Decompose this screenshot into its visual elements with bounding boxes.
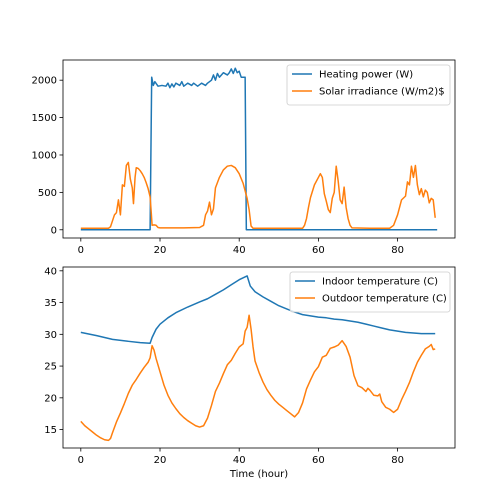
y-tick-label: 500	[38, 188, 57, 199]
x-tick-label: 0	[78, 455, 84, 466]
axes-frame	[62, 59, 456, 239]
axes-frame	[62, 266, 456, 449]
x-tick-label: 80	[391, 245, 404, 256]
y-tick-label: 30	[44, 330, 57, 341]
legend-label-1: Heating power (W)	[319, 70, 413, 81]
y-tick-label: 0	[51, 225, 57, 236]
y-tick-label: 40	[44, 266, 57, 277]
y-tick-label: 20	[44, 393, 57, 404]
x-tick-label: 40	[233, 245, 246, 256]
legend: Indoor temperature (C) Outdoor temperatur…	[289, 271, 451, 313]
x-tick-label: 80	[391, 455, 404, 466]
x-tick-label: 40	[233, 455, 246, 466]
legend: Heating power (W) Solar irradiance (W/m2)…	[286, 64, 451, 106]
legend-label-2: Outdoor temperature (C)	[322, 294, 447, 305]
y-tick-label: 35	[44, 298, 57, 309]
x-tick-label: 60	[312, 455, 325, 466]
series-line-1	[80, 67, 438, 231]
legend-box	[286, 64, 451, 106]
y-tick-label: 15	[44, 425, 57, 436]
series-line-1	[80, 275, 436, 344]
series-line-2	[80, 161, 436, 230]
y-tick-label: 1500	[32, 113, 57, 124]
x-tick-label: 20	[154, 455, 167, 466]
y-tick-label: 2000	[32, 76, 57, 87]
x-tick-label: 0	[78, 245, 84, 256]
x-tick-label: 20	[154, 245, 167, 256]
legend-box	[289, 271, 451, 313]
top-plot-heating-solar: 0 20 40 60 80 0 500 1000 1500 2000 Heating power (…	[32, 59, 456, 256]
x-tick-label: 60	[312, 245, 325, 256]
y-tick-label: 25	[44, 362, 57, 373]
legend-label-1: Indoor temperature (C)	[322, 277, 438, 288]
y-tick-label: 1000	[32, 150, 57, 161]
x-axis-label: Time (hour)	[229, 469, 288, 480]
bottom-plot-temperatures: 0 20 40 60 80 15 20 25 30 35 40 Time (hour) Indoor t…	[44, 266, 456, 480]
legend-label-2: Solar irradiance (W/m2)$	[319, 87, 445, 98]
series-line-2	[80, 314, 436, 442]
